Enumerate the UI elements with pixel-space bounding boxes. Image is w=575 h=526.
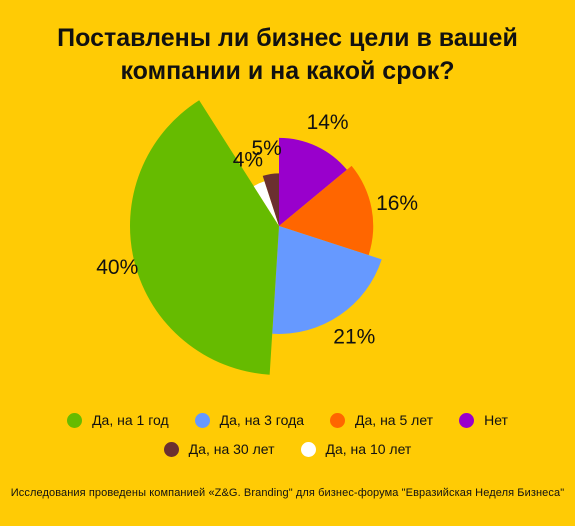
legend-label: Да, на 5 лет <box>355 412 434 428</box>
pie-slice-2 <box>272 226 382 334</box>
legend-label: Нет <box>484 412 508 428</box>
legend-item: Да, на 30 лет <box>163 441 275 457</box>
legend-label: Да, на 3 года <box>219 412 305 428</box>
slice-label-1: 16% <box>376 192 418 215</box>
pie-slice-1 <box>279 165 374 256</box>
pie-slice-0 <box>279 137 347 226</box>
legend-item: Да, на 5 лет <box>330 412 433 428</box>
slice-label-2: 21% <box>333 325 375 348</box>
polar-area-chart: 14% 16% 21% 40% 4%5% <box>96 100 418 375</box>
legend-item: Да, на 10 лет <box>300 441 412 457</box>
legend-swatch <box>300 441 316 457</box>
legend-swatch <box>67 412 83 428</box>
slice-label-0: 14% <box>307 111 349 134</box>
pie-slice-3 <box>129 100 279 375</box>
legend-row-1: Да, на 1 год Да, на 3 года Да, на 5 лет Нет <box>0 412 575 428</box>
legend-item: Да, на 3 года <box>194 412 305 428</box>
legend-item: Да, на 1 год <box>67 412 169 428</box>
chart-title-line-1: Поставлены ли бизнес цели в вашей <box>57 24 518 52</box>
legend-label: Да, на 1 год <box>92 412 169 428</box>
slice-label-4: 4% <box>233 148 263 171</box>
legend-label: Да, на 30 лет <box>188 441 275 457</box>
legend-row-2: Да, на 30 лет Да, на 10 лет <box>0 441 575 457</box>
legend-swatch <box>330 412 346 428</box>
chart-title: Поставлены ли бизнес цели в вашей компан… <box>0 22 575 88</box>
legend-item: Нет <box>459 412 508 428</box>
pie-slice-4 <box>253 181 279 226</box>
footnote: Исследования проведены компанией «Z&G. B… <box>10 487 565 499</box>
slice-label-3: 40% <box>96 256 138 279</box>
slice-label-5: 5% <box>252 137 282 160</box>
legend-swatch <box>459 412 475 428</box>
chart-title-line-2: компании и на какой срок? <box>120 57 455 85</box>
pie-slice-5 <box>262 173 279 226</box>
legend-swatch <box>163 441 179 457</box>
legend-label: Да, на 10 лет <box>325 441 412 457</box>
legend-swatch <box>194 412 210 428</box>
